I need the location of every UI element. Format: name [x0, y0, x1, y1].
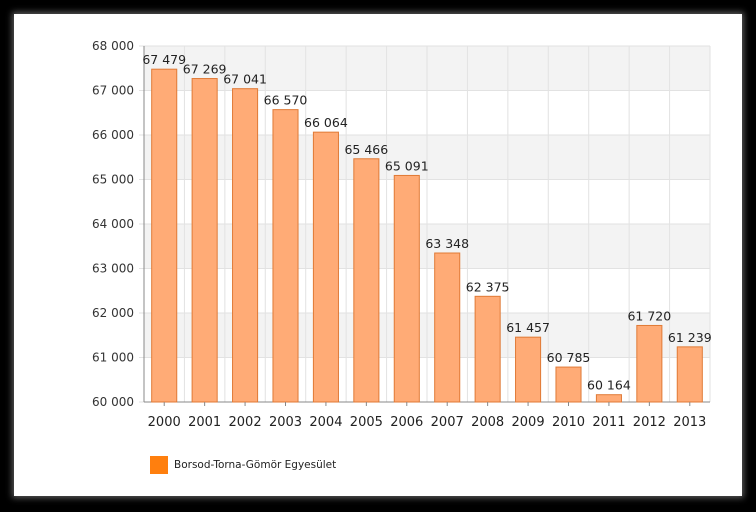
y-tick-label: 61 000 [92, 351, 134, 365]
data-label: 65 091 [385, 158, 429, 173]
data-label: 66 064 [304, 115, 348, 130]
x-tick-label: 2009 [512, 415, 545, 430]
data-label: 66 570 [264, 93, 308, 108]
chart-frame: 60 000 61 000 62 000 63 000 64 000 65 000 66 0… [14, 14, 742, 496]
y-tick-label: 62 000 [92, 306, 134, 320]
bar [312, 131, 339, 403]
data-label: 62 375 [466, 279, 510, 294]
data-label: 67 041 [223, 72, 267, 87]
y-tick-label: 68 000 [92, 39, 134, 53]
y-tick-label: 64 000 [92, 217, 134, 231]
x-tick-label: 2012 [633, 415, 666, 430]
bar [151, 68, 178, 403]
y-tick-label: 65 000 [92, 173, 134, 187]
bar [676, 346, 703, 403]
x-tick-label: 2007 [431, 415, 464, 430]
bar [272, 109, 299, 403]
y-tick-label: 63 000 [92, 262, 134, 276]
y-tick-label: 67 000 [92, 84, 134, 98]
bar [353, 158, 380, 403]
x-tick-label: 2008 [471, 415, 504, 430]
data-label: 65 466 [344, 142, 388, 157]
bar [434, 252, 461, 403]
legend-label: Borsod-Torna-Gömör Egyesület [174, 459, 337, 471]
x-tick-label: 2011 [592, 415, 625, 430]
data-label: 60 164 [587, 378, 631, 393]
data-label: 61 457 [506, 320, 550, 335]
bar-chart: 60 000 61 000 62 000 63 000 64 000 65 000 66 0… [92, 39, 712, 430]
data-label: 61 720 [627, 308, 671, 323]
x-tick-label: 2010 [552, 415, 585, 430]
x-tick-label: 2005 [350, 415, 383, 430]
x-tick-label: 2013 [673, 415, 706, 430]
bar [232, 88, 259, 403]
bar [474, 295, 501, 403]
x-tick-label: 2004 [309, 415, 342, 430]
x-tick-label: 2000 [148, 415, 181, 430]
data-label: 67 479 [142, 52, 186, 67]
legend-swatch [150, 456, 168, 474]
x-tick-label: 2001 [188, 415, 221, 430]
legend: Borsod-Torna-Gömör Egyesület [150, 456, 336, 474]
bar [515, 336, 542, 403]
bar [191, 78, 218, 403]
data-label: 63 348 [425, 236, 469, 251]
bar [393, 174, 420, 403]
bar [636, 324, 663, 403]
data-label: 60 785 [547, 350, 591, 365]
x-tick-label: 2002 [229, 415, 262, 430]
data-label: 61 239 [668, 330, 712, 345]
bar [595, 394, 622, 403]
x-tick-label: 2003 [269, 415, 302, 430]
y-tick-label: 60 000 [92, 395, 134, 409]
data-label: 67 269 [183, 62, 227, 77]
bar [555, 366, 582, 403]
y-tick-label: 66 000 [92, 128, 134, 142]
x-tick-label: 2006 [390, 415, 423, 430]
